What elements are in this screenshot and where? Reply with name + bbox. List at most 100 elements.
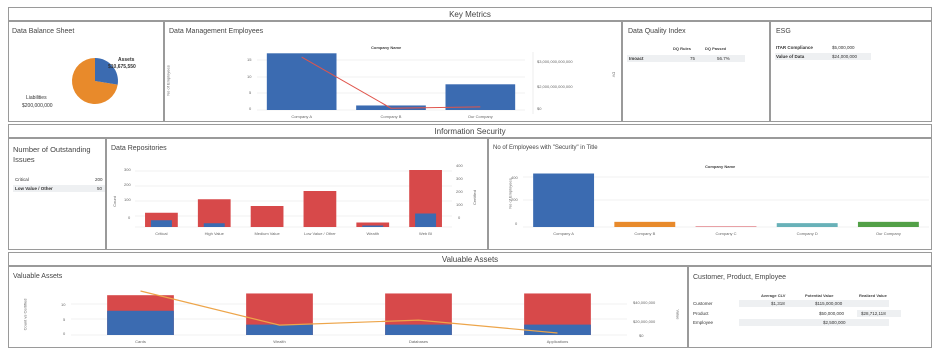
dq-passed-header: DQ Passed xyxy=(705,46,727,51)
x-tick-label: Company C xyxy=(715,231,736,236)
right-tick: 300 xyxy=(456,176,463,181)
bar-certified xyxy=(203,223,225,227)
realized-value-header: Realized Value xyxy=(859,293,887,298)
key-metrics-header: Key Metrics xyxy=(8,7,932,21)
right-tick: 100 xyxy=(456,202,463,207)
x-tick-label: Our Company xyxy=(876,231,901,236)
panel-title: Data Balance Sheet xyxy=(12,28,75,35)
data-quality-index-panel: Data Quality Index DQ Rules DQ Passed Im… xyxy=(622,21,770,122)
panel-title: Customer, Product, Employee xyxy=(693,274,786,281)
x-tick-label: Low Value / Other xyxy=(304,231,336,236)
bar xyxy=(695,226,757,227)
company-name-header: Company Name xyxy=(371,45,402,50)
cpe-row-value: $115,000,000 xyxy=(815,301,843,306)
bar xyxy=(776,223,838,227)
dq-row-shade xyxy=(627,55,745,62)
right-tick: $40,000,000 xyxy=(633,300,656,305)
x-tick-label: Company D xyxy=(797,231,818,236)
esg-row1-value: $5,000,000 xyxy=(832,45,855,50)
bar-certified xyxy=(107,310,174,335)
y-tick: 100 xyxy=(124,197,131,202)
issue-row-shade xyxy=(13,185,105,192)
esg-row-shade xyxy=(775,53,871,60)
x-tick-label: Cards xyxy=(135,339,146,344)
x-tick-label: High Value xyxy=(205,231,225,236)
bar xyxy=(533,173,595,227)
repositories-chart: Critical High Value Medium Value Low Value … xyxy=(135,170,452,236)
assets-value: $10,675,550 xyxy=(108,64,136,70)
y-tick: 0 xyxy=(515,221,518,226)
y-tick: 0 xyxy=(249,106,252,111)
bar-count xyxy=(303,191,337,227)
pie-slice-assets xyxy=(95,58,118,85)
valuable-assets-header: Valuable Assets xyxy=(8,252,932,266)
company-name-header: Company Name xyxy=(705,164,736,169)
y-tick: 5 xyxy=(249,90,252,95)
esg-row1-label: ITAR Compliance xyxy=(776,45,813,50)
x-tick-label: Company B xyxy=(381,114,402,119)
realized-value-shade xyxy=(857,310,901,317)
right-tick: $2,000,000,000,000 xyxy=(537,84,573,89)
data-repositories-panel: Data Repositories Count Certified 300 20… xyxy=(106,138,488,250)
dq-row-label: Imoact xyxy=(629,56,644,61)
y-tick: 0 xyxy=(63,331,66,336)
cpe-row-label: Employee xyxy=(693,320,714,325)
bar xyxy=(614,221,676,227)
pie-slice-liabilities xyxy=(71,57,118,104)
cpe-row-label: Customer xyxy=(693,301,713,306)
x-tick-label: Wealth xyxy=(273,339,285,344)
security-chart: Company A Company B Company C Company D Our … xyxy=(523,173,929,236)
esg-row2-label: Value of Data xyxy=(776,54,805,59)
x-tick-label: Medium Value xyxy=(254,231,280,236)
x-tick-label: Company A xyxy=(291,114,312,119)
panel-title: Number of Outstanding Issues xyxy=(13,145,91,164)
y-tick: 15 xyxy=(247,57,252,62)
bar-certified xyxy=(150,220,172,227)
potential-value-header: Potential Value xyxy=(805,293,834,298)
x-tick-label: Web BI xyxy=(419,231,432,236)
dq-passed-value: 56.7% xyxy=(717,56,730,61)
information-security-header: Information Security xyxy=(8,124,932,138)
y-tick: 5 xyxy=(63,317,66,322)
liabilities-value: $200,000,000 xyxy=(22,103,53,109)
right-tick: $3,000,000,000,000 xyxy=(537,59,573,64)
right-tick: $0 xyxy=(537,106,542,111)
esg-panel: ESG ITAR Compliance $5,000,000 Value of … xyxy=(770,21,932,122)
right-tick: $20,000,000 xyxy=(633,319,656,324)
y-tick: 400 xyxy=(511,175,518,180)
cpe-row-shade xyxy=(739,319,889,326)
y-tick: 0 xyxy=(128,215,131,220)
y-tick: 300 xyxy=(124,167,131,172)
x-tick-label: Databases xyxy=(409,339,428,344)
bar xyxy=(857,221,919,227)
liabilities-label: Liabilities xyxy=(26,95,47,101)
data-management-employees-panel: Data Management Employees Company Name N… xyxy=(164,21,622,122)
balance-pie-chart xyxy=(71,57,118,104)
assets-label: Assets xyxy=(118,57,135,63)
issue-row-value: 50 xyxy=(97,186,103,191)
x-tick-label: Our Company xyxy=(468,114,493,119)
right-tick: 0 xyxy=(458,215,461,220)
bar xyxy=(445,84,516,110)
issue-row-label: Critical xyxy=(15,177,29,182)
x-tick-label: Company A xyxy=(553,231,574,236)
bar-certified xyxy=(362,225,384,227)
issue-row-value: 200 xyxy=(95,177,103,182)
panel-title: ESG xyxy=(776,28,791,35)
data-balance-sheet-panel: Data Balance Sheet Assets $10,675,550 Li… xyxy=(8,21,164,122)
valuable-assets-panel: Valuable Assets Count vs Certified Value… xyxy=(8,266,688,348)
bar-certified xyxy=(415,213,437,227)
outstanding-issues-panel: Number of Outstanding Issues Critical 20… xyxy=(8,138,106,250)
x-tick-label: Applications xyxy=(547,339,569,344)
security-employees-panel: No of Employees with "Security" in Title… xyxy=(488,138,932,250)
issue-row-label: Low Value / Other xyxy=(15,186,53,191)
bar-count xyxy=(197,199,231,227)
bar-count xyxy=(250,206,284,227)
valuable-assets-chart: Cards Wealth Databases Applications xyxy=(71,290,627,344)
y-tick: 10 xyxy=(247,74,252,79)
trend-line xyxy=(301,56,481,109)
dq-rules-header: DQ Rules xyxy=(673,46,692,51)
cpe-row-label: Product xyxy=(693,311,709,316)
x-tick-label: Company B xyxy=(634,231,655,236)
trend-line xyxy=(140,290,558,334)
